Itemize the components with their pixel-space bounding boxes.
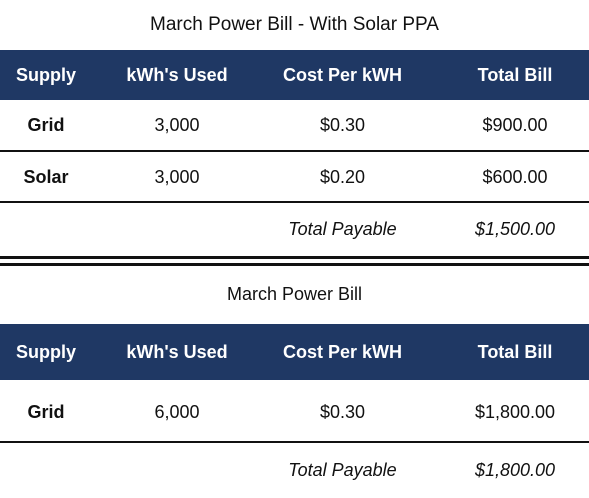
- total-payable-value: $1,500.00: [474, 218, 556, 239]
- cost-cell: $0.30: [319, 114, 366, 135]
- table1-header-kwh: kWh's Used: [126, 64, 228, 85]
- total-cell: $600.00: [482, 166, 548, 187]
- cost-cell: $0.30: [319, 401, 366, 422]
- row-divider: [0, 441, 589, 443]
- table1-header-row: Supply kWh's Used Cost Per kWH Total Bil…: [0, 50, 589, 100]
- total-payable-label: Total Payable: [288, 459, 397, 480]
- table1-title: March Power Bill - With Solar PPA: [150, 14, 439, 35]
- total-cell: $900.00: [482, 114, 548, 135]
- section-divider: [0, 256, 589, 259]
- kwh-cell: 3,000: [154, 114, 200, 135]
- cost-cell: $0.20: [319, 166, 366, 187]
- row-divider: [0, 150, 589, 152]
- section-divider: [0, 263, 589, 266]
- table1-header-cost: Cost Per kWH: [282, 64, 403, 85]
- supply-cell: Grid: [27, 401, 65, 422]
- table1-total-row: Total Payable $1,500.00: [0, 203, 589, 255]
- table2-title: March Power Bill: [226, 284, 363, 304]
- table2-header-total: Total Bill: [477, 341, 553, 362]
- table1-header-total: Total Bill: [477, 64, 553, 85]
- table2-total-row: Total Payable $1,800.00: [0, 445, 589, 495]
- table2-header-cost: Cost Per kWH: [282, 341, 403, 362]
- kwh-cell: 6,000: [154, 401, 200, 422]
- table2-header-supply: Supply: [15, 341, 76, 362]
- total-cell: $1,800.00: [474, 401, 556, 422]
- row-divider: [0, 201, 589, 203]
- table-row: Grid 3,000 $0.30 $900.00: [0, 100, 589, 150]
- table-row: Grid 6,000 $0.30 $1,800.00: [0, 386, 589, 438]
- table1-header-supply: Supply: [15, 64, 76, 85]
- table2-header-kwh: kWh's Used: [126, 341, 228, 362]
- table2-header-row: Supply kWh's Used Cost Per kWH Total Bil…: [0, 324, 589, 380]
- total-payable-value: $1,800.00: [474, 459, 556, 480]
- table-row: Solar 3,000 $0.20 $600.00: [0, 152, 589, 202]
- kwh-cell: 3,000: [154, 166, 200, 187]
- total-payable-label: Total Payable: [288, 218, 397, 239]
- supply-cell: Grid: [27, 114, 65, 135]
- supply-cell: Solar: [23, 166, 69, 187]
